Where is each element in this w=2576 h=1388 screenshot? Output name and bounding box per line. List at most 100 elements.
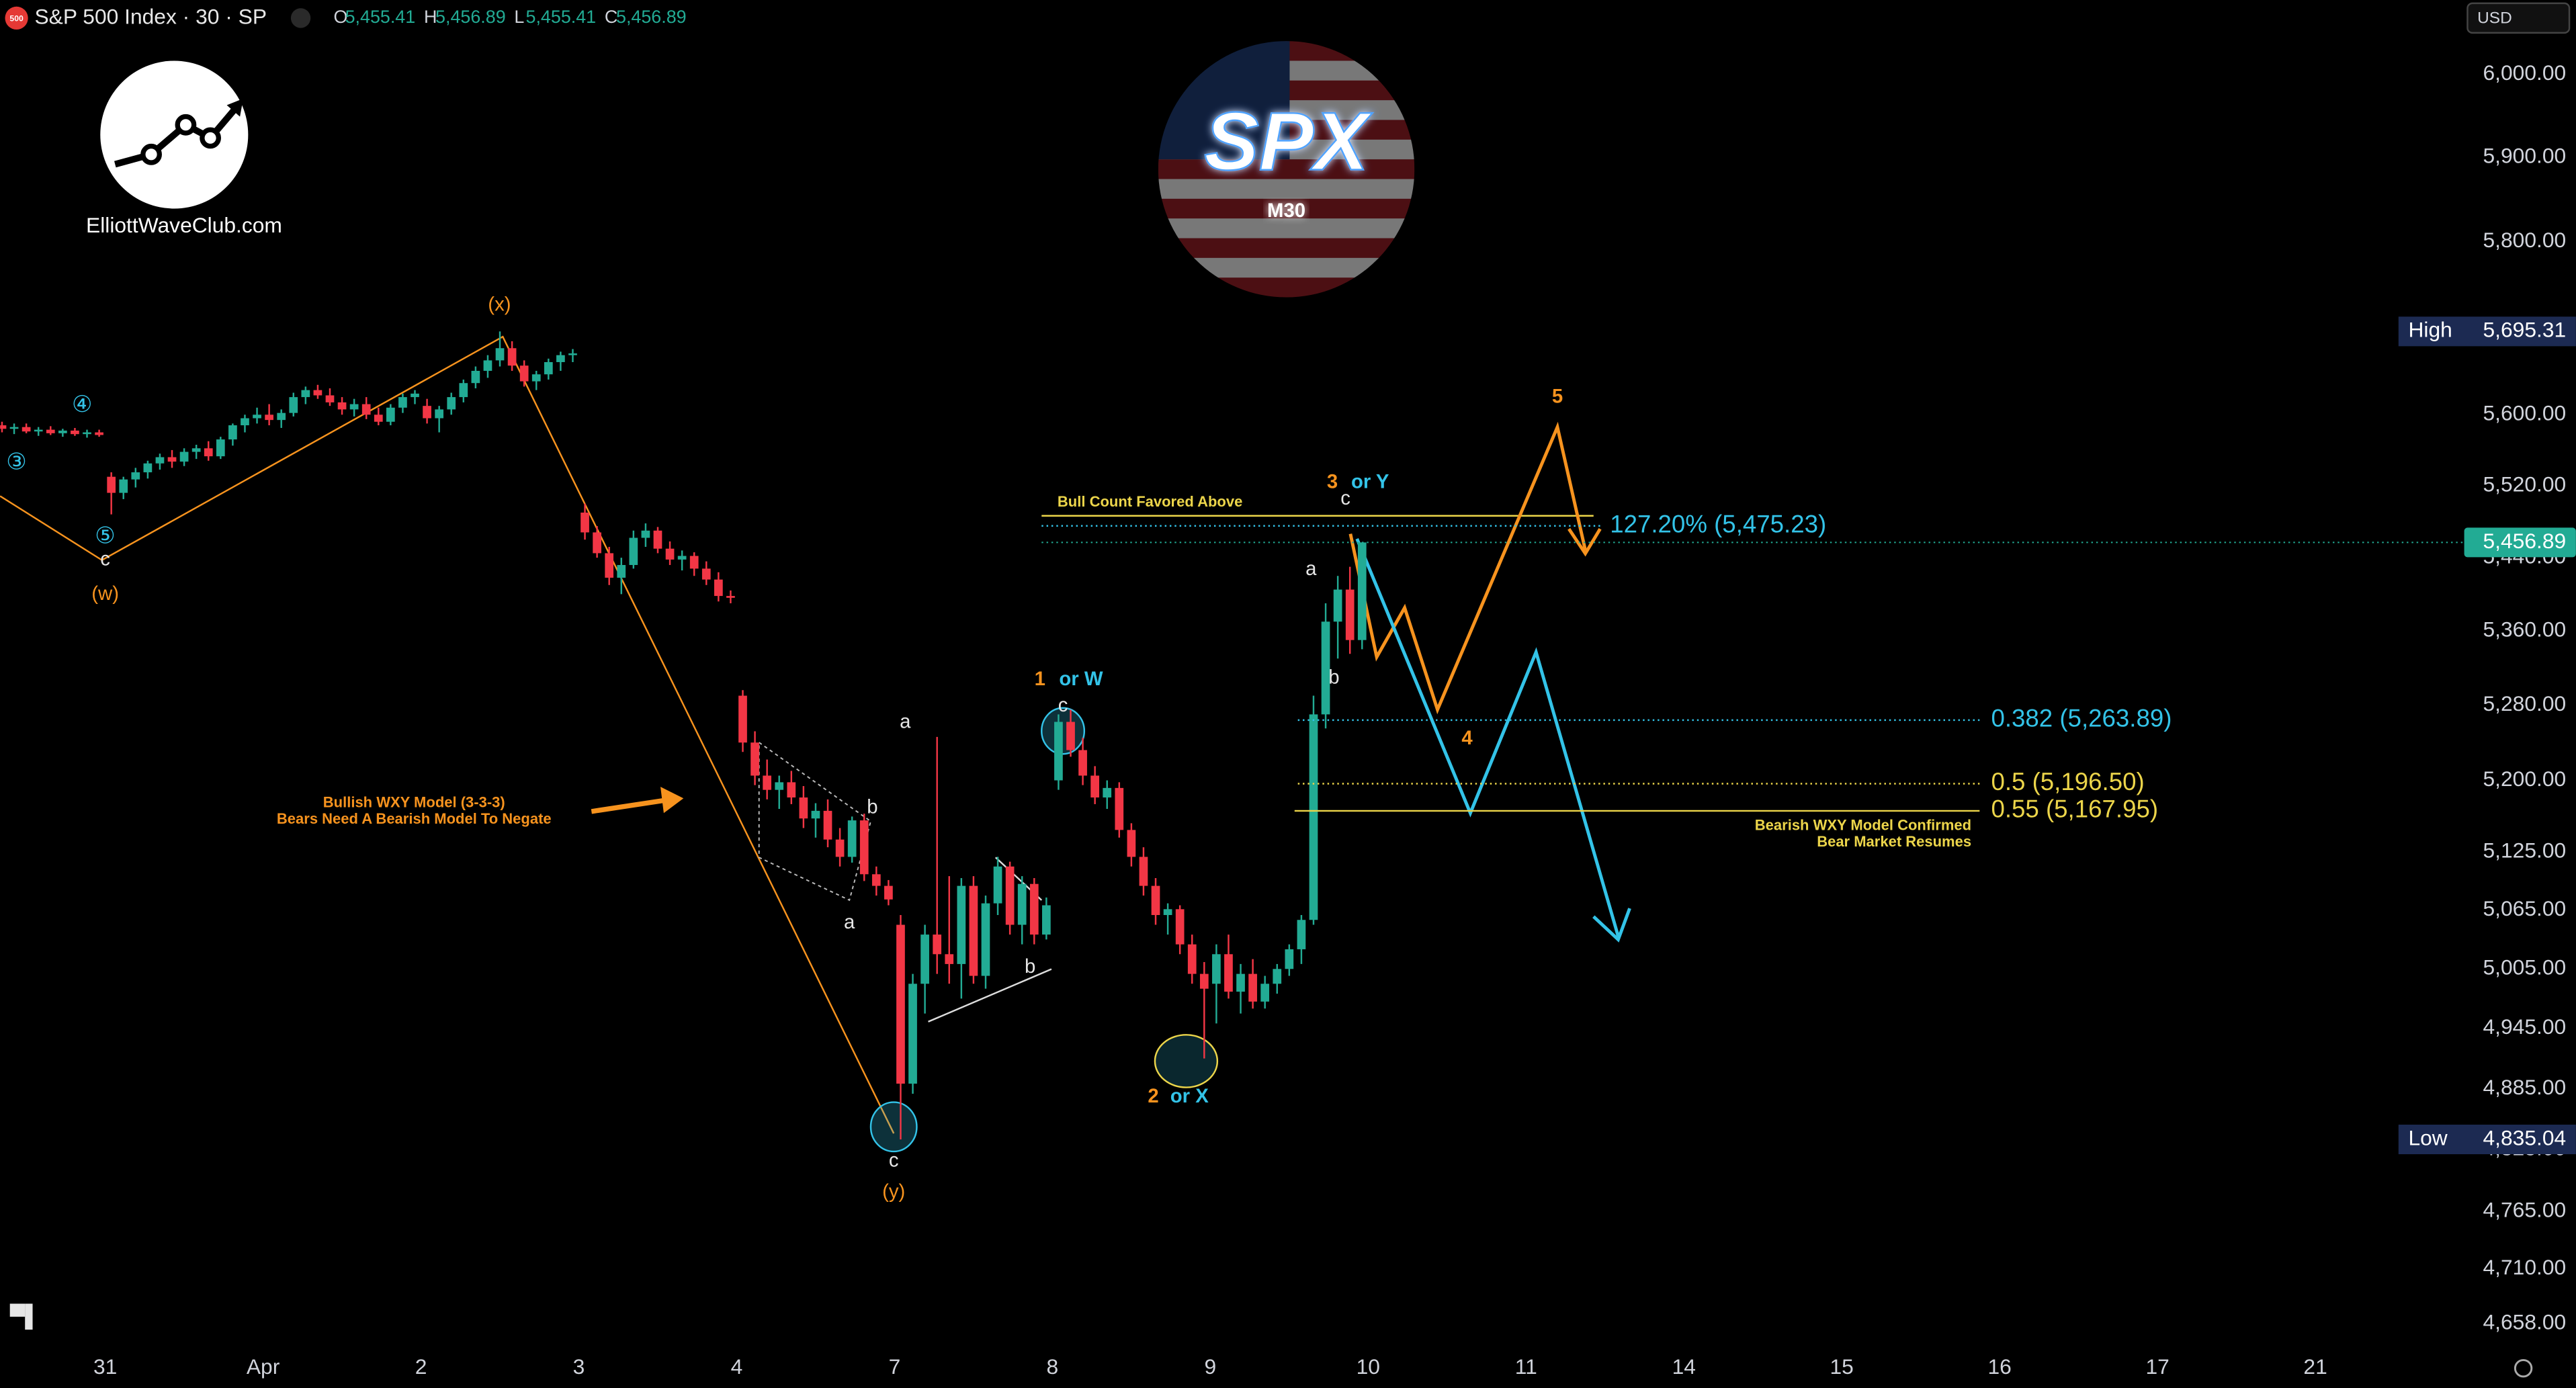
candle-body xyxy=(143,463,153,473)
wave-label: b xyxy=(867,796,877,818)
candle-body xyxy=(1090,775,1100,798)
candle-body xyxy=(58,430,67,433)
candle-body xyxy=(519,365,529,382)
candle-body xyxy=(981,903,990,976)
y-tick-label: 5,800.00 xyxy=(2483,228,2567,252)
candle-body xyxy=(1078,750,1087,776)
bear-projection xyxy=(1355,538,1620,937)
x-tick-label: 31 xyxy=(93,1354,117,1379)
symbol-badge: 500 xyxy=(9,13,24,23)
ewc-logo-dot xyxy=(175,114,197,136)
y-tick-label: 5,125.00 xyxy=(2483,838,2567,863)
spx-logo-sub: M30 xyxy=(1267,200,1305,222)
overlay: 31 Apr 2 3 4 7 8 9 10 11 14 15 16 17 216,000.005,900.0… xyxy=(6,60,2576,1379)
candle-body xyxy=(714,579,723,597)
candle-body xyxy=(398,397,407,408)
tv-logo: ▀▌ xyxy=(10,1303,40,1330)
wave-label: (y) xyxy=(882,1180,905,1203)
candle-body xyxy=(1163,909,1172,915)
candle-body xyxy=(750,742,759,776)
currency: USD xyxy=(2477,9,2512,28)
candle-body xyxy=(483,360,492,371)
candle-body xyxy=(241,418,249,426)
candle-body xyxy=(787,782,796,798)
y-tick-label: 5,200.00 xyxy=(2483,767,2567,791)
currency-box[interactable] xyxy=(2466,2,2571,34)
candle-body xyxy=(423,406,431,419)
candle-body xyxy=(1199,973,1209,989)
candle-body xyxy=(969,885,978,976)
wave-label: b xyxy=(1328,666,1339,689)
pivot-circle xyxy=(869,1101,918,1153)
visibility-icon[interactable] xyxy=(290,8,311,28)
note-arrow-head xyxy=(660,787,684,814)
candle-body xyxy=(337,402,347,410)
candle-body xyxy=(823,810,832,840)
candle-body xyxy=(617,564,626,578)
y-tick-label: 4,710.00 xyxy=(2483,1255,2567,1279)
candle-body xyxy=(313,390,323,396)
candle-body xyxy=(495,348,505,361)
x-tick-label: 4 xyxy=(731,1354,743,1379)
candle-body xyxy=(884,885,893,900)
x-tick-label: 8 xyxy=(1047,1354,1059,1379)
note: Bull Count Favored Above xyxy=(1058,493,1242,510)
bull-projection-arrow xyxy=(1568,527,1602,557)
wave-label: 4 xyxy=(1461,727,1473,749)
candle-body xyxy=(556,355,565,362)
candle-body xyxy=(71,430,79,435)
ohlc-key: L xyxy=(514,7,524,27)
ohlc-value: 5,455.41 xyxy=(526,7,597,27)
candle-body xyxy=(629,537,638,565)
wave-label: 2 xyxy=(1148,1085,1158,1107)
pivot-circle xyxy=(1154,1034,1219,1088)
candle-body xyxy=(107,476,116,493)
high-badge xyxy=(2398,316,2576,347)
wave-label: or X xyxy=(1170,1085,1209,1107)
candle-body xyxy=(1103,787,1112,798)
settings-icon[interactable] xyxy=(2514,1358,2533,1378)
x-tick-label: 11 xyxy=(1515,1354,1537,1379)
candle-body xyxy=(507,348,517,366)
candle-body xyxy=(289,397,298,413)
candle-body xyxy=(677,556,687,560)
wave-label: a xyxy=(900,711,911,733)
candle-body xyxy=(204,448,213,457)
candle-body xyxy=(763,775,772,790)
candle-body xyxy=(665,548,675,560)
ewc-logo-arrow xyxy=(226,98,243,117)
candle-body xyxy=(1224,954,1233,992)
candle-body xyxy=(726,596,735,598)
note: Bear Market Resumes xyxy=(1817,833,1971,850)
candle-body xyxy=(1115,787,1124,830)
last-badge xyxy=(2464,527,2576,558)
high-name: High xyxy=(2408,318,2452,342)
y-tick-label: 5,360.00 xyxy=(2483,617,2567,641)
wave-label: 3 xyxy=(1327,471,1338,493)
low-name: Low xyxy=(2408,1125,2448,1150)
y-tick-label: 5,065.00 xyxy=(2483,896,2567,920)
drawings xyxy=(0,335,1631,1153)
candle-body xyxy=(1345,589,1355,640)
wave-label: c xyxy=(889,1149,899,1171)
candle-body xyxy=(1309,714,1318,920)
bear-projection-arrow xyxy=(1592,908,1631,943)
candle-body xyxy=(920,935,929,984)
x-tick-label: Apr xyxy=(247,1354,280,1379)
x-tick-label: 3 xyxy=(573,1354,585,1379)
candle-body xyxy=(167,457,177,462)
y-tick-label: 5,600.00 xyxy=(2483,401,2567,425)
candle-body xyxy=(155,457,165,464)
candle-body xyxy=(1139,857,1148,886)
candle-body xyxy=(1175,909,1185,945)
symbol-icon xyxy=(5,6,28,30)
candle-body xyxy=(1333,589,1342,622)
ohlc-value: 5,456.89 xyxy=(435,7,506,27)
x-tick-label: 21 xyxy=(2303,1354,2327,1379)
spx-logo xyxy=(1158,41,1415,298)
candle-body xyxy=(46,429,55,433)
candle-body xyxy=(216,439,225,457)
candle-body xyxy=(447,397,456,410)
candle-body xyxy=(325,395,335,402)
candle-body xyxy=(1151,885,1160,915)
